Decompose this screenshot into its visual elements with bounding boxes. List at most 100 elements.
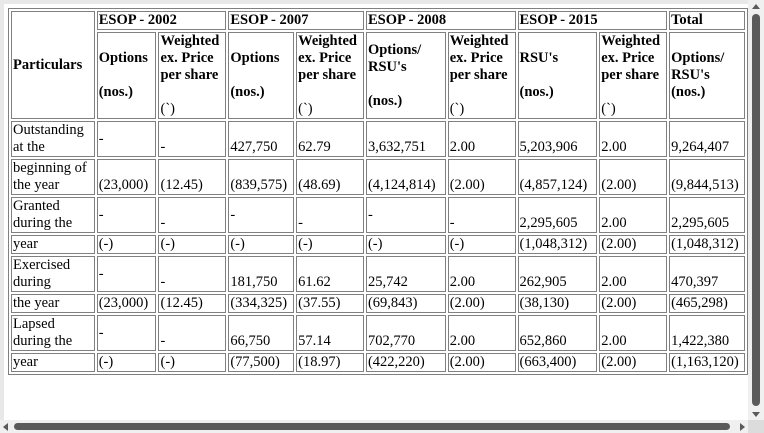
e2002-weighted-label: Weighted ex. Price per share (160, 33, 220, 83)
e2015-options-header: RSU's (nos.) (517, 32, 598, 119)
e2007-options-label: Options (230, 50, 280, 66)
e2002-price-cell: - (158, 197, 227, 233)
group-esop-2002: ESOP - 2002 (96, 11, 227, 30)
e2008-weighted-label: Weighted ex. Price per share (449, 33, 509, 83)
particulars-cell: Exercised during (11, 256, 95, 292)
e2015-rsus-cell: 5,203,906 (517, 121, 598, 157)
group-total: Total (669, 11, 745, 30)
e2002-weighted-header: Weighted ex. Price per share (`) (158, 32, 227, 119)
e2015-weighted-unit: (`) (601, 101, 616, 117)
e2008-price-cell: (2.00) (447, 294, 516, 313)
header-row-groups: Particulars ESOP - 2002 ESOP - 2007 ESOP… (11, 11, 745, 119)
scroll-up-arrow-icon[interactable] (752, 4, 760, 9)
e2002-options-cell: - (96, 256, 157, 292)
total-cell: 2,295,605 (669, 197, 745, 233)
e2008-price-cell: (2.00) (447, 353, 516, 372)
e2015-price-cell: 2.00 (599, 197, 668, 233)
particulars-cell: beginning of the year (11, 159, 95, 195)
table-row: the year (23,000) (12.45) (334,325) (37.55)(… (11, 294, 745, 313)
e2008-price-cell: - (447, 197, 516, 233)
e2015-price-cell: 2.00 (599, 121, 668, 157)
e2007-options-cell: (334,325) (228, 294, 295, 313)
total-cell: (465,298) (669, 294, 745, 313)
e2002-price-cell: (-) (158, 235, 227, 254)
scroll-down-arrow-icon[interactable] (752, 412, 760, 417)
e2008-price-cell: (-) (447, 235, 516, 254)
e2008-options-cell: - (365, 197, 446, 233)
e2008-price-cell: 2.00 (447, 121, 516, 157)
scroll-left-arrow-icon[interactable] (3, 423, 8, 431)
e2008-options-cell: (-) (365, 235, 446, 254)
group-esop-2015: ESOP - 2015 (517, 11, 668, 30)
e2002-price-cell: (-) (158, 353, 227, 372)
e2002-options-cell: (-) (96, 235, 157, 254)
e2015-weighted-header: Weighted ex. Price per share (`) (599, 32, 668, 119)
e2015-price-cell: (2.00) (599, 353, 668, 372)
table-row: Exercised during - -181,750 61.62 25,742 2.00… (11, 256, 745, 292)
e2007-price-cell: - (296, 197, 364, 233)
e2007-price-cell: 61.62 (296, 256, 364, 292)
group-esop-2008: ESOP - 2008 (365, 11, 516, 30)
e2015-rsus-cell: 652,860 (517, 315, 598, 351)
e2007-price-cell: (-) (296, 235, 364, 254)
particulars-cell: Outstanding at the (11, 121, 95, 157)
e2008-price-cell: 2.00 (447, 315, 516, 351)
particulars-cell: Granted during the (11, 197, 95, 233)
e2015-price-cell: (2.00) (599, 235, 668, 254)
scroll-right-arrow-icon[interactable] (740, 423, 745, 431)
e2007-weighted-header: Weighted ex. Price per share (`) (296, 32, 364, 119)
horizontal-scroll-thumb[interactable] (14, 423, 730, 430)
total-cell: 1,422,380 (669, 315, 745, 351)
e2002-options-cell: (23,000) (96, 159, 157, 195)
e2002-options-unit: (nos.) (98, 84, 133, 100)
e2008-options-unit: (nos.) (367, 92, 403, 109)
e2002-price-cell: - (158, 315, 227, 351)
e2007-options-cell: (-) (228, 235, 295, 254)
e2007-price-cell: 57.14 (296, 315, 364, 351)
e2002-options-cell: - (96, 121, 157, 157)
e2002-options-cell: (-) (96, 353, 157, 372)
e2002-options-header: Options (nos.) (96, 32, 157, 119)
e2002-options-label: Options (98, 50, 148, 66)
vertical-scrollbar[interactable] (748, 0, 764, 433)
e2008-options-label: Options/ RSU's (367, 41, 422, 75)
e2015-rsus-cell: (4,857,124) (517, 159, 598, 195)
e2007-options-cell: - (228, 197, 295, 233)
total-cell: (1,163,120) (669, 353, 745, 372)
e2008-options-cell: 3,632,751 (365, 121, 446, 157)
table-row: year (-) (-) (77,500) (18.97) (422,220) (2.00)… (11, 353, 745, 372)
particulars-cell: the year (11, 294, 95, 313)
table-row: year (-) (-) (-) (-) (-) (-) (1,048,312) (2.00)(… (11, 235, 745, 254)
vertical-scroll-thumb[interactable] (752, 14, 760, 406)
group-esop-2007: ESOP - 2007 (228, 11, 364, 30)
e2015-price-cell: (2.00) (599, 159, 668, 195)
e2002-price-cell: - (158, 256, 227, 292)
e2002-price-cell: (12.45) (158, 159, 227, 195)
e2008-weighted-header: Weighted ex. Price per share (`) (447, 32, 516, 119)
e2008-options-cell: (4,124,814) (365, 159, 446, 195)
e2007-options-cell: 427,750 (228, 121, 295, 157)
e2007-price-cell: (48.69) (296, 159, 364, 195)
e2015-options-unit: (nos.) (519, 84, 554, 100)
e2007-weighted-unit: (`) (298, 101, 313, 117)
total-options-header: Options/ RSU's (nos.) (669, 32, 745, 119)
e2008-price-cell: (2.00) (447, 159, 516, 195)
esop-table: Particulars ESOP - 2002 ESOP - 2007 ESOP… (8, 8, 748, 375)
document-viewport: Particulars ESOP - 2002 ESOP - 2007 ESOP… (4, 4, 748, 420)
e2007-weighted-label: Weighted ex. Price per share (298, 33, 357, 83)
e2008-options-header: Options/ RSU's (nos.) (365, 32, 446, 119)
e2007-price-cell: (37.55) (296, 294, 364, 313)
horizontal-scrollbar[interactable] (0, 420, 748, 433)
e2002-weighted-unit: (`) (160, 101, 175, 117)
table-row: Lapsed during the - -66,750 57.14 702,770 2.0… (11, 315, 745, 351)
e2015-rsus-cell: 2,295,605 (517, 197, 598, 233)
e2015-rsus-cell: (1,048,312) (517, 235, 598, 254)
particulars-cell: year (11, 353, 95, 372)
total-cell: 9,264,407 (669, 121, 745, 157)
e2007-price-cell: (18.97) (296, 353, 364, 372)
e2002-options-cell: - (96, 315, 157, 351)
header-row-sub: Options (nos.) Weighted ex. Price per sha… (11, 32, 745, 119)
e2015-price-cell: 2.00 (599, 256, 668, 292)
e2007-options-cell: 66,750 (228, 315, 295, 351)
e2008-price-cell: 2.00 (447, 256, 516, 292)
